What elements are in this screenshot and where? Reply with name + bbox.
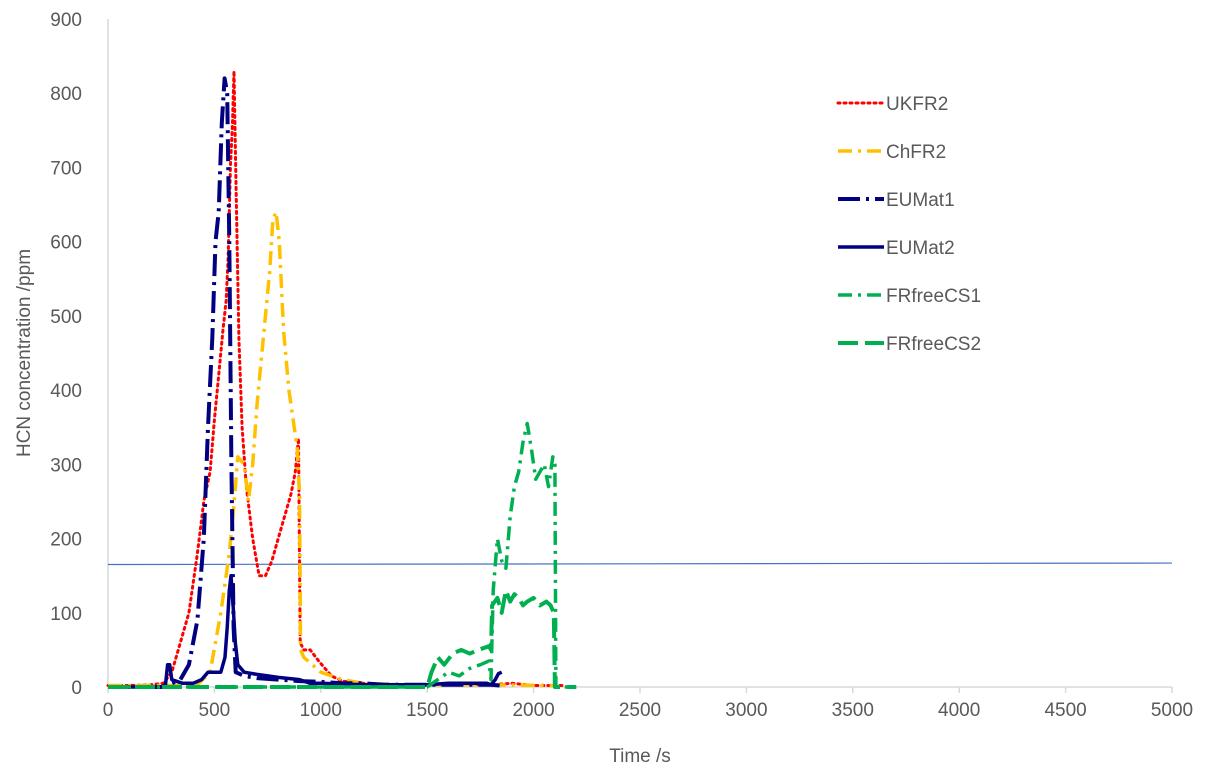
x-tick-label: 1500 xyxy=(406,700,448,721)
x-tick-label: 0 xyxy=(103,700,114,721)
y-tick-label: 800 xyxy=(50,84,82,105)
legend-label: EUMat1 xyxy=(886,190,955,211)
series-line-chfr2 xyxy=(108,210,555,688)
y-tick-label: 200 xyxy=(50,530,82,551)
x-tick-label: 5000 xyxy=(1151,700,1193,721)
x-tick-label: 500 xyxy=(199,700,231,721)
legend-label: UKFR2 xyxy=(886,94,948,115)
y-tick-label: 0 xyxy=(71,678,82,699)
y-tick-label: 100 xyxy=(50,604,82,625)
series-line-eumat2 xyxy=(108,573,503,689)
y-tick-label: 600 xyxy=(50,233,82,254)
y-tick-label: 400 xyxy=(50,381,82,402)
x-tick-label: 1000 xyxy=(300,700,342,721)
legend-label: EUMat2 xyxy=(886,238,955,259)
x-tick-label: 2500 xyxy=(619,700,661,721)
y-tick-labels: 0 100 200 300 400 500 600 700 800 900 xyxy=(50,10,82,699)
x-tick-label: 4000 xyxy=(938,700,980,721)
legend-label: ChFR2 xyxy=(886,142,946,163)
series-line-frfreecs1 xyxy=(108,421,577,689)
y-tick-label: 300 xyxy=(50,455,82,476)
x-tick-label: 4500 xyxy=(1044,700,1086,721)
y-axis-title: HCN concentration /ppm xyxy=(14,249,35,457)
legend-label: FRfreeCS1 xyxy=(886,286,981,307)
series-group xyxy=(106,69,577,689)
series-line-frfreecs2 xyxy=(108,588,577,689)
y-tick-label: 900 xyxy=(50,10,82,31)
x-tick-label: 3000 xyxy=(725,700,767,721)
series-line-eumat1 xyxy=(108,76,500,689)
x-tick-label: 2000 xyxy=(512,700,554,721)
axes-group xyxy=(107,19,1172,688)
x-tick-label: 3500 xyxy=(832,700,874,721)
y-tick-label: 700 xyxy=(50,158,82,179)
reference-line-group xyxy=(107,562,1173,566)
series-line-ukfr2 xyxy=(106,69,567,687)
threshold-line xyxy=(107,562,1173,566)
y-tick-label: 500 xyxy=(50,307,82,328)
x-tick-labels: 0 500 1000 1500 2000 2500 3000 3500 4000 4500 5000 xyxy=(103,687,1193,721)
x-axis-title: Time /s xyxy=(609,746,671,767)
legend-label: FRfreeCS2 xyxy=(886,334,981,355)
legend: UKFR2 ChFR2 EUMat1 EUMat2 FRfreeCS1 FRfreeCS2 xyxy=(836,94,981,355)
